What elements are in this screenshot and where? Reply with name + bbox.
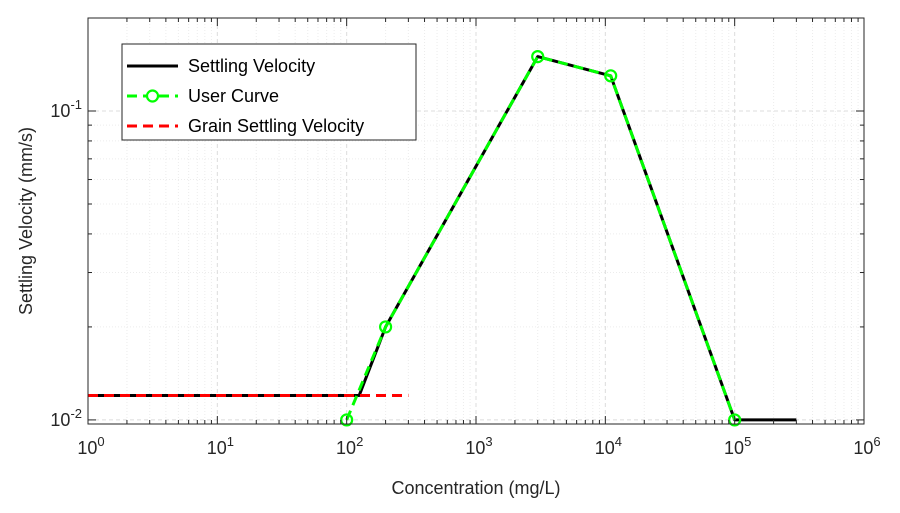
y-tick-label-exponent: -2 [70,406,82,421]
data-point-marker [340,413,354,427]
x-axis-title: Concentration (mg/L) [391,478,560,498]
x-tick-label: 101 [207,434,234,458]
x-tick-label: 103 [465,434,492,458]
data-point-marker [604,69,618,83]
y-tick-label: 10-1 [50,97,82,121]
x-tick-label: 100 [77,434,104,458]
x-tick-label: 105 [724,434,751,458]
x-tick-label-base: 10 [724,438,744,458]
y-tick-labels: 10-210-1 [50,97,82,430]
x-tick-label-exponent: 3 [485,434,492,449]
x-tick-label-exponent: 1 [227,434,234,449]
x-tick-label: 106 [853,434,880,458]
series-line-2 [345,55,737,421]
x-tick-label-exponent: 4 [615,434,622,449]
x-tick-label-base: 10 [77,438,97,458]
legend-label-3: Grain Settling Velocity [188,116,364,136]
data-point-marker [728,413,742,427]
x-tick-label: 102 [336,434,363,458]
x-tick-label-base: 10 [465,438,485,458]
x-tick-labels: 100 101 102 103 104 105 106 [77,434,880,458]
legend-label-2: User Curve [188,86,279,106]
legend-box [121,43,417,141]
x-tick-label-base: 10 [207,438,227,458]
y-tick-label-exponent: -1 [70,97,82,112]
legend: Settling Velocity User Curve Grain Settlin… [121,43,417,141]
data-point-marker [378,320,393,334]
y-tick-label-base: 10 [50,101,70,121]
x-tick-label-exponent: 2 [356,434,363,449]
x-tick-label-base: 10 [853,438,873,458]
y-axis-title: Settling Velocity (mm/s) [16,127,36,315]
legend-marker-2 [145,89,160,103]
y-tick-label-base: 10 [50,410,70,430]
y-tick-label: 10-2 [50,406,82,430]
x-tick-label: 104 [595,434,622,458]
x-tick-label-exponent: 5 [744,434,751,449]
data-point-marker [531,49,545,64]
legend-label-1: Settling Velocity [188,56,315,76]
tick-marks [87,17,865,424]
x-tick-label-base: 10 [336,438,356,458]
x-tick-label-exponent: 6 [873,434,880,449]
x-tick-label-base: 10 [595,438,615,458]
x-tick-label-exponent: 0 [97,434,104,449]
